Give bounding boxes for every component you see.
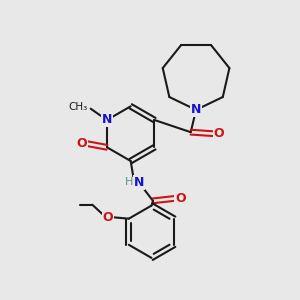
Text: N: N	[191, 103, 201, 116]
Text: H: H	[124, 177, 133, 188]
Text: N: N	[102, 113, 112, 127]
Text: CH₃: CH₃	[68, 102, 88, 112]
Text: O: O	[103, 211, 113, 224]
Text: N: N	[134, 176, 145, 189]
Text: O: O	[76, 137, 87, 150]
Text: O: O	[214, 127, 224, 140]
Text: O: O	[175, 192, 186, 205]
